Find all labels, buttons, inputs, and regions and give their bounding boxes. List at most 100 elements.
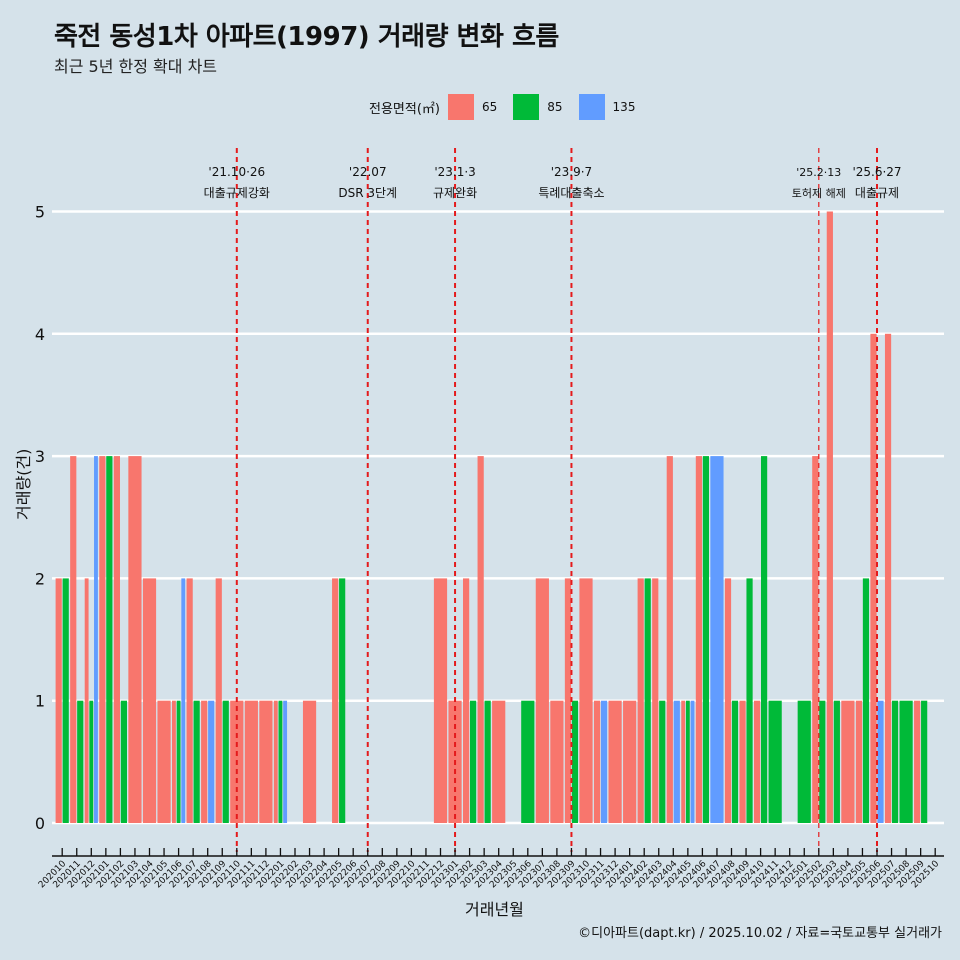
bar-202406-65 bbox=[695, 456, 702, 823]
bar-202309-85 bbox=[571, 700, 579, 823]
bar-202404-135 bbox=[673, 700, 680, 823]
bar-202308-65 bbox=[550, 700, 564, 823]
bar-202306-85 bbox=[521, 700, 535, 823]
bar-202507-85 bbox=[891, 700, 899, 823]
bar-202106-135 bbox=[181, 578, 186, 823]
bar-202311-65 bbox=[593, 700, 601, 823]
event-lines: '21.10·26 대출규제강화 '22.07 DSR 3단계 '23.1·3 규제완화 '… bbox=[204, 148, 902, 852]
bar-202104-65 bbox=[142, 578, 157, 823]
bar-202109-85 bbox=[222, 700, 229, 823]
bar-202312-65 bbox=[608, 700, 622, 823]
bar-202011-85 bbox=[77, 700, 84, 823]
event-date-label: '25.2·13 bbox=[796, 166, 841, 179]
y-tick-label: 2 bbox=[35, 569, 45, 588]
bar-202410-65 bbox=[754, 700, 761, 823]
bar-202010-65 bbox=[55, 578, 62, 823]
bar-202507-65 bbox=[884, 333, 892, 823]
bar-202506-65 bbox=[870, 333, 877, 823]
source-caption: ©디아파트(dapt.kr) / 2025.10.02 / 자료=국토교통부 실… bbox=[578, 926, 942, 941]
event-name-label: 규제완화 bbox=[433, 186, 477, 200]
y-tick-label: 0 bbox=[35, 814, 45, 833]
y-tick-label: 3 bbox=[35, 447, 45, 466]
legend-label-85: 85 bbox=[547, 100, 563, 114]
y-axis-title: 거래량(건) bbox=[14, 448, 33, 520]
bar-202012-85 bbox=[89, 700, 94, 823]
legend-key-65 bbox=[447, 94, 474, 120]
bar-202505-85 bbox=[862, 578, 870, 823]
legend-title: 전용면적(㎡) bbox=[369, 101, 440, 117]
bar-202112-65 bbox=[259, 700, 273, 823]
bar-202503-65 bbox=[826, 211, 833, 823]
bar-202402-65 bbox=[637, 578, 644, 823]
event-date-label: '22.07 bbox=[349, 165, 387, 179]
legend-label-65: 65 bbox=[481, 100, 498, 114]
bar-202505-65 bbox=[855, 700, 863, 823]
bar-202107-85 bbox=[193, 700, 200, 823]
bar-202101-85 bbox=[106, 456, 113, 823]
event-name-label: 특례대출축소 bbox=[538, 186, 604, 200]
bar-202503-85 bbox=[833, 700, 840, 823]
bar-202012-65 bbox=[84, 578, 89, 823]
bar-202403-85 bbox=[659, 700, 666, 823]
bar-202409-85 bbox=[746, 578, 753, 823]
bar-202111-65 bbox=[244, 700, 258, 823]
bar-202502-85 bbox=[819, 700, 826, 823]
chart-title: 죽전 동성1차 아파트(1997) 거래량 변화 흐름 bbox=[54, 22, 559, 52]
event-date-label: '23.9·7 bbox=[551, 165, 592, 179]
legend-label-135: 135 bbox=[612, 100, 636, 114]
bar-202303-85 bbox=[484, 700, 491, 823]
bar-202403-65 bbox=[652, 578, 659, 823]
bar-202509-85 bbox=[921, 700, 928, 823]
bar-202402-85 bbox=[644, 578, 651, 823]
bar-202203-65 bbox=[302, 700, 317, 823]
bar-202108-65 bbox=[201, 700, 208, 823]
bar-202501-85 bbox=[797, 700, 811, 823]
event-name-label: 대출규제강화 bbox=[204, 186, 270, 200]
bars bbox=[55, 211, 928, 823]
y-tick-label: 1 bbox=[35, 692, 45, 711]
bar-202205-65 bbox=[332, 578, 339, 823]
bar-202302-85 bbox=[470, 700, 477, 823]
x-axis-title: 거래년월 bbox=[465, 900, 524, 919]
y-axis: 0 1 2 3 4 5 bbox=[35, 203, 45, 834]
bar-202404-65 bbox=[666, 456, 673, 823]
bar-202405-65 bbox=[681, 700, 686, 823]
bar-202107-65 bbox=[186, 578, 193, 823]
bar-202101-65 bbox=[99, 456, 106, 823]
bar-202201-65 bbox=[273, 700, 278, 823]
bar-202010-85 bbox=[62, 578, 69, 823]
bar-202407-135 bbox=[710, 456, 724, 823]
event-name-label: 대출규제 bbox=[855, 186, 899, 200]
bar-202405-135 bbox=[690, 700, 695, 823]
bar-202307-65 bbox=[535, 578, 549, 823]
bar-202109-65 bbox=[215, 578, 222, 823]
bar-202410-85 bbox=[761, 456, 768, 823]
bar-202504-65 bbox=[841, 700, 855, 823]
event-date-label: '25.6·27 bbox=[852, 165, 901, 179]
event-date-label: '21.10·26 bbox=[208, 165, 265, 179]
bar-202108-135 bbox=[208, 700, 215, 823]
bar-202205-85 bbox=[339, 578, 346, 823]
bar-202406-85 bbox=[702, 456, 709, 823]
bar-202508-85 bbox=[899, 700, 913, 823]
bar-202106-85 bbox=[176, 700, 181, 823]
bar-202103-65 bbox=[128, 456, 142, 823]
bar-202302-65 bbox=[463, 578, 470, 823]
bar-202212-65 bbox=[433, 578, 448, 823]
x-axis: 2020102020112020122021012021022021032021… bbox=[37, 848, 944, 890]
bar-202411-85 bbox=[768, 700, 782, 823]
bar-202310-65 bbox=[579, 578, 593, 823]
bar-202408-85 bbox=[731, 700, 739, 823]
bar-202011-65 bbox=[70, 456, 77, 823]
bar-202405-85 bbox=[685, 700, 690, 823]
bar-202106-65 bbox=[172, 700, 176, 823]
bar-202201-135 bbox=[283, 700, 288, 823]
legend-key-135 bbox=[578, 94, 605, 120]
bar-202201-85 bbox=[278, 700, 283, 823]
event-date-label: '23.1·3 bbox=[434, 165, 475, 179]
bar-202105-65 bbox=[157, 700, 171, 823]
bar-202309-65 bbox=[564, 578, 572, 823]
event-name-label: 토허제 해제 bbox=[792, 186, 846, 200]
y-tick-label: 4 bbox=[35, 325, 45, 344]
bar-202401-65 bbox=[623, 700, 637, 823]
